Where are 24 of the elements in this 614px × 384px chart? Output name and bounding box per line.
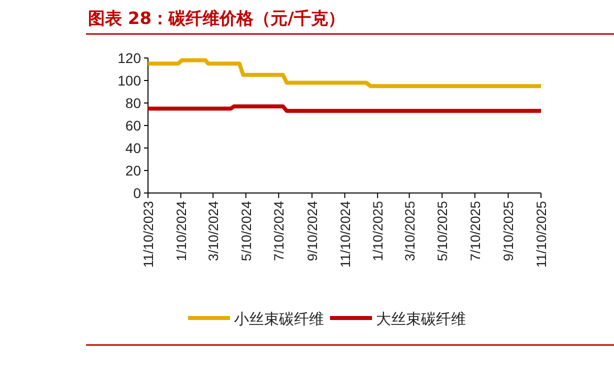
y-tick-label: 120 (118, 50, 142, 66)
y-tick-label: 100 (118, 72, 142, 88)
x-tick-label: 1/10/2024 (174, 200, 189, 262)
x-tick-label: 1/10/2025 (370, 201, 386, 262)
x-tick-label: 5/10/2025 (435, 201, 450, 262)
y-tick-label: 80 (125, 95, 142, 111)
legend-label: 大丝束碳纤维 (376, 310, 466, 328)
y-tick-label: 0 (133, 185, 142, 201)
x-tick-label: 11/10/2025 (534, 201, 549, 268)
legend-label: 小丝束碳纤维 (234, 310, 324, 328)
x-tick-label: 7/10/2024 (272, 200, 287, 262)
x-tick-label: 3/10/2024 (206, 200, 222, 262)
x-tick-label: 5/10/2024 (238, 200, 254, 262)
y-tick-label: 20 (125, 162, 142, 178)
y-tick-label: 40 (125, 140, 142, 156)
line-series (146, 58, 543, 88)
x-tick-label: 7/10/2025 (468, 201, 483, 262)
chart-title: 图表 28：碳纤维价格（元/千克） (88, 9, 345, 29)
x-tick-label: 9/10/2024 (304, 200, 320, 262)
x-tick-label: 11/10/2023 (141, 201, 156, 268)
x-tick-label: 3/10/2025 (402, 201, 418, 262)
x-tick-label: 11/10/2024 (338, 200, 353, 268)
x-tick-label: 9/10/2025 (501, 201, 516, 262)
y-tick-label: 60 (125, 118, 142, 134)
